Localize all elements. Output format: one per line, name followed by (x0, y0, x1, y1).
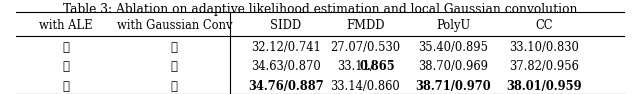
Text: 0.865: 0.865 (359, 60, 395, 73)
Text: ✓: ✓ (62, 80, 69, 93)
Text: 34.63/0.870: 34.63/0.870 (251, 60, 321, 73)
Text: 38.71/0.970: 38.71/0.970 (415, 80, 491, 93)
Text: 33.14/0.860: 33.14/0.860 (330, 80, 400, 93)
Text: ✗: ✗ (62, 41, 69, 54)
Text: with Gaussian Conv: with Gaussian Conv (116, 19, 232, 32)
Text: 33.11/: 33.11/ (337, 60, 374, 73)
Text: CC: CC (536, 19, 553, 32)
Text: 34.76/0.887: 34.76/0.887 (248, 80, 324, 93)
Text: 38.70/0.969: 38.70/0.969 (419, 60, 488, 73)
Text: SIDD: SIDD (270, 19, 301, 32)
Text: 37.82/0.956: 37.82/0.956 (509, 60, 579, 73)
Text: 38.01/0.959: 38.01/0.959 (507, 80, 582, 93)
Text: 32.12/0.741: 32.12/0.741 (251, 41, 321, 54)
Text: ✓: ✓ (62, 60, 69, 73)
Text: with ALE: with ALE (39, 19, 93, 32)
Text: 33.10/0.830: 33.10/0.830 (509, 41, 579, 54)
Text: ✗: ✗ (171, 41, 178, 54)
Text: ✓: ✓ (171, 80, 178, 93)
Text: Table 3: Ablation on adaptive likelihood estimation and local Gaussian convoluti: Table 3: Ablation on adaptive likelihood… (63, 3, 577, 16)
Text: 35.40/0.895: 35.40/0.895 (419, 41, 488, 54)
Text: ✗: ✗ (171, 60, 178, 73)
Text: 27.07/0.530: 27.07/0.530 (330, 41, 401, 54)
Text: PolyU: PolyU (436, 19, 470, 32)
Text: FMDD: FMDD (346, 19, 385, 32)
